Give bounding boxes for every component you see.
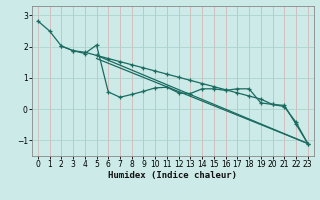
X-axis label: Humidex (Indice chaleur): Humidex (Indice chaleur)	[108, 171, 237, 180]
